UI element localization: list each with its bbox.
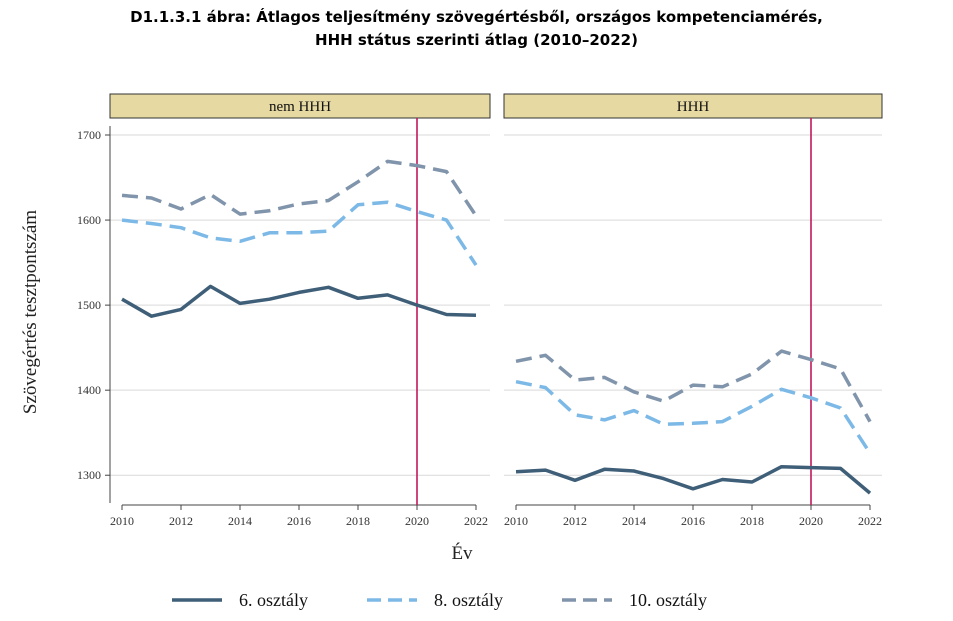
legend-label: 10. osztály — [629, 590, 707, 610]
series-line-8-oszt-ly — [515, 379, 872, 455]
x-tick-label: 2010 — [110, 514, 134, 528]
x-tick-label: 2010 — [504, 514, 528, 528]
legend-label: 8. osztály — [434, 590, 503, 610]
x-tick-label: 2018 — [740, 514, 764, 528]
panel-header-strip — [503, 93, 883, 119]
x-tick-label: 2020 — [405, 514, 429, 528]
y-tick-label: 1700 — [77, 128, 101, 142]
panel-header-strip — [109, 93, 491, 119]
chart-title-line-1: D1.1.3.1 ábra: Átlagos teljesítmény szöv… — [130, 8, 823, 26]
panel-title: HHH — [677, 99, 710, 115]
x-tick-label: 2016 — [287, 514, 311, 528]
x-tick-label: 2020 — [799, 514, 823, 528]
x-tick-label: 2014 — [228, 514, 252, 528]
series-line-6-oszt-ly — [515, 464, 872, 495]
y-axis-label: Szövegértés tesztpontszám — [20, 210, 41, 414]
x-tick-label: 2012 — [169, 514, 193, 528]
series-line-10-oszt-ly — [121, 159, 478, 217]
panel-hhh: HHH 2010 2012 2014 2016 2018 2020 2022 — [503, 93, 883, 528]
series-line-8-oszt-ly — [121, 200, 478, 267]
chart-title: D1.1.3.1 ábra: Átlagos teljesítmény szöv… — [0, 6, 953, 52]
chart-title-line-2: HHH státus szerinti átlag (2010–2022) — [315, 31, 638, 49]
panel-nem-hhh: nem HHH 1300 1400 1500 1600 1700 2010 2012 2014 2… — [77, 93, 491, 528]
x-tick-label: 2016 — [681, 514, 705, 528]
series-line-6-oszt-ly — [121, 284, 477, 318]
legend-label: 6. osztály — [239, 590, 308, 610]
x-axis-label: Év — [451, 542, 473, 564]
series-line-10-oszt-ly — [515, 349, 872, 423]
x-tick-label: 2022 — [464, 514, 488, 528]
y-tick-label: 1400 — [77, 383, 101, 397]
x-tick-label: 2012 — [563, 514, 587, 528]
x-tick-label: 2018 — [346, 514, 370, 528]
legend: 6. osztály 8. osztály 10. osztály — [172, 590, 707, 610]
panel-title: nem HHH — [269, 99, 331, 115]
y-tick-label: 1600 — [77, 213, 101, 227]
y-tick-label: 1300 — [77, 468, 101, 482]
x-tick-label: 2022 — [858, 514, 882, 528]
y-tick-label: 1500 — [77, 298, 101, 312]
panels-group: nem HHH 1300 1400 1500 1600 1700 2010 2012 2014 2… — [77, 93, 883, 528]
x-tick-label: 2014 — [622, 514, 646, 528]
